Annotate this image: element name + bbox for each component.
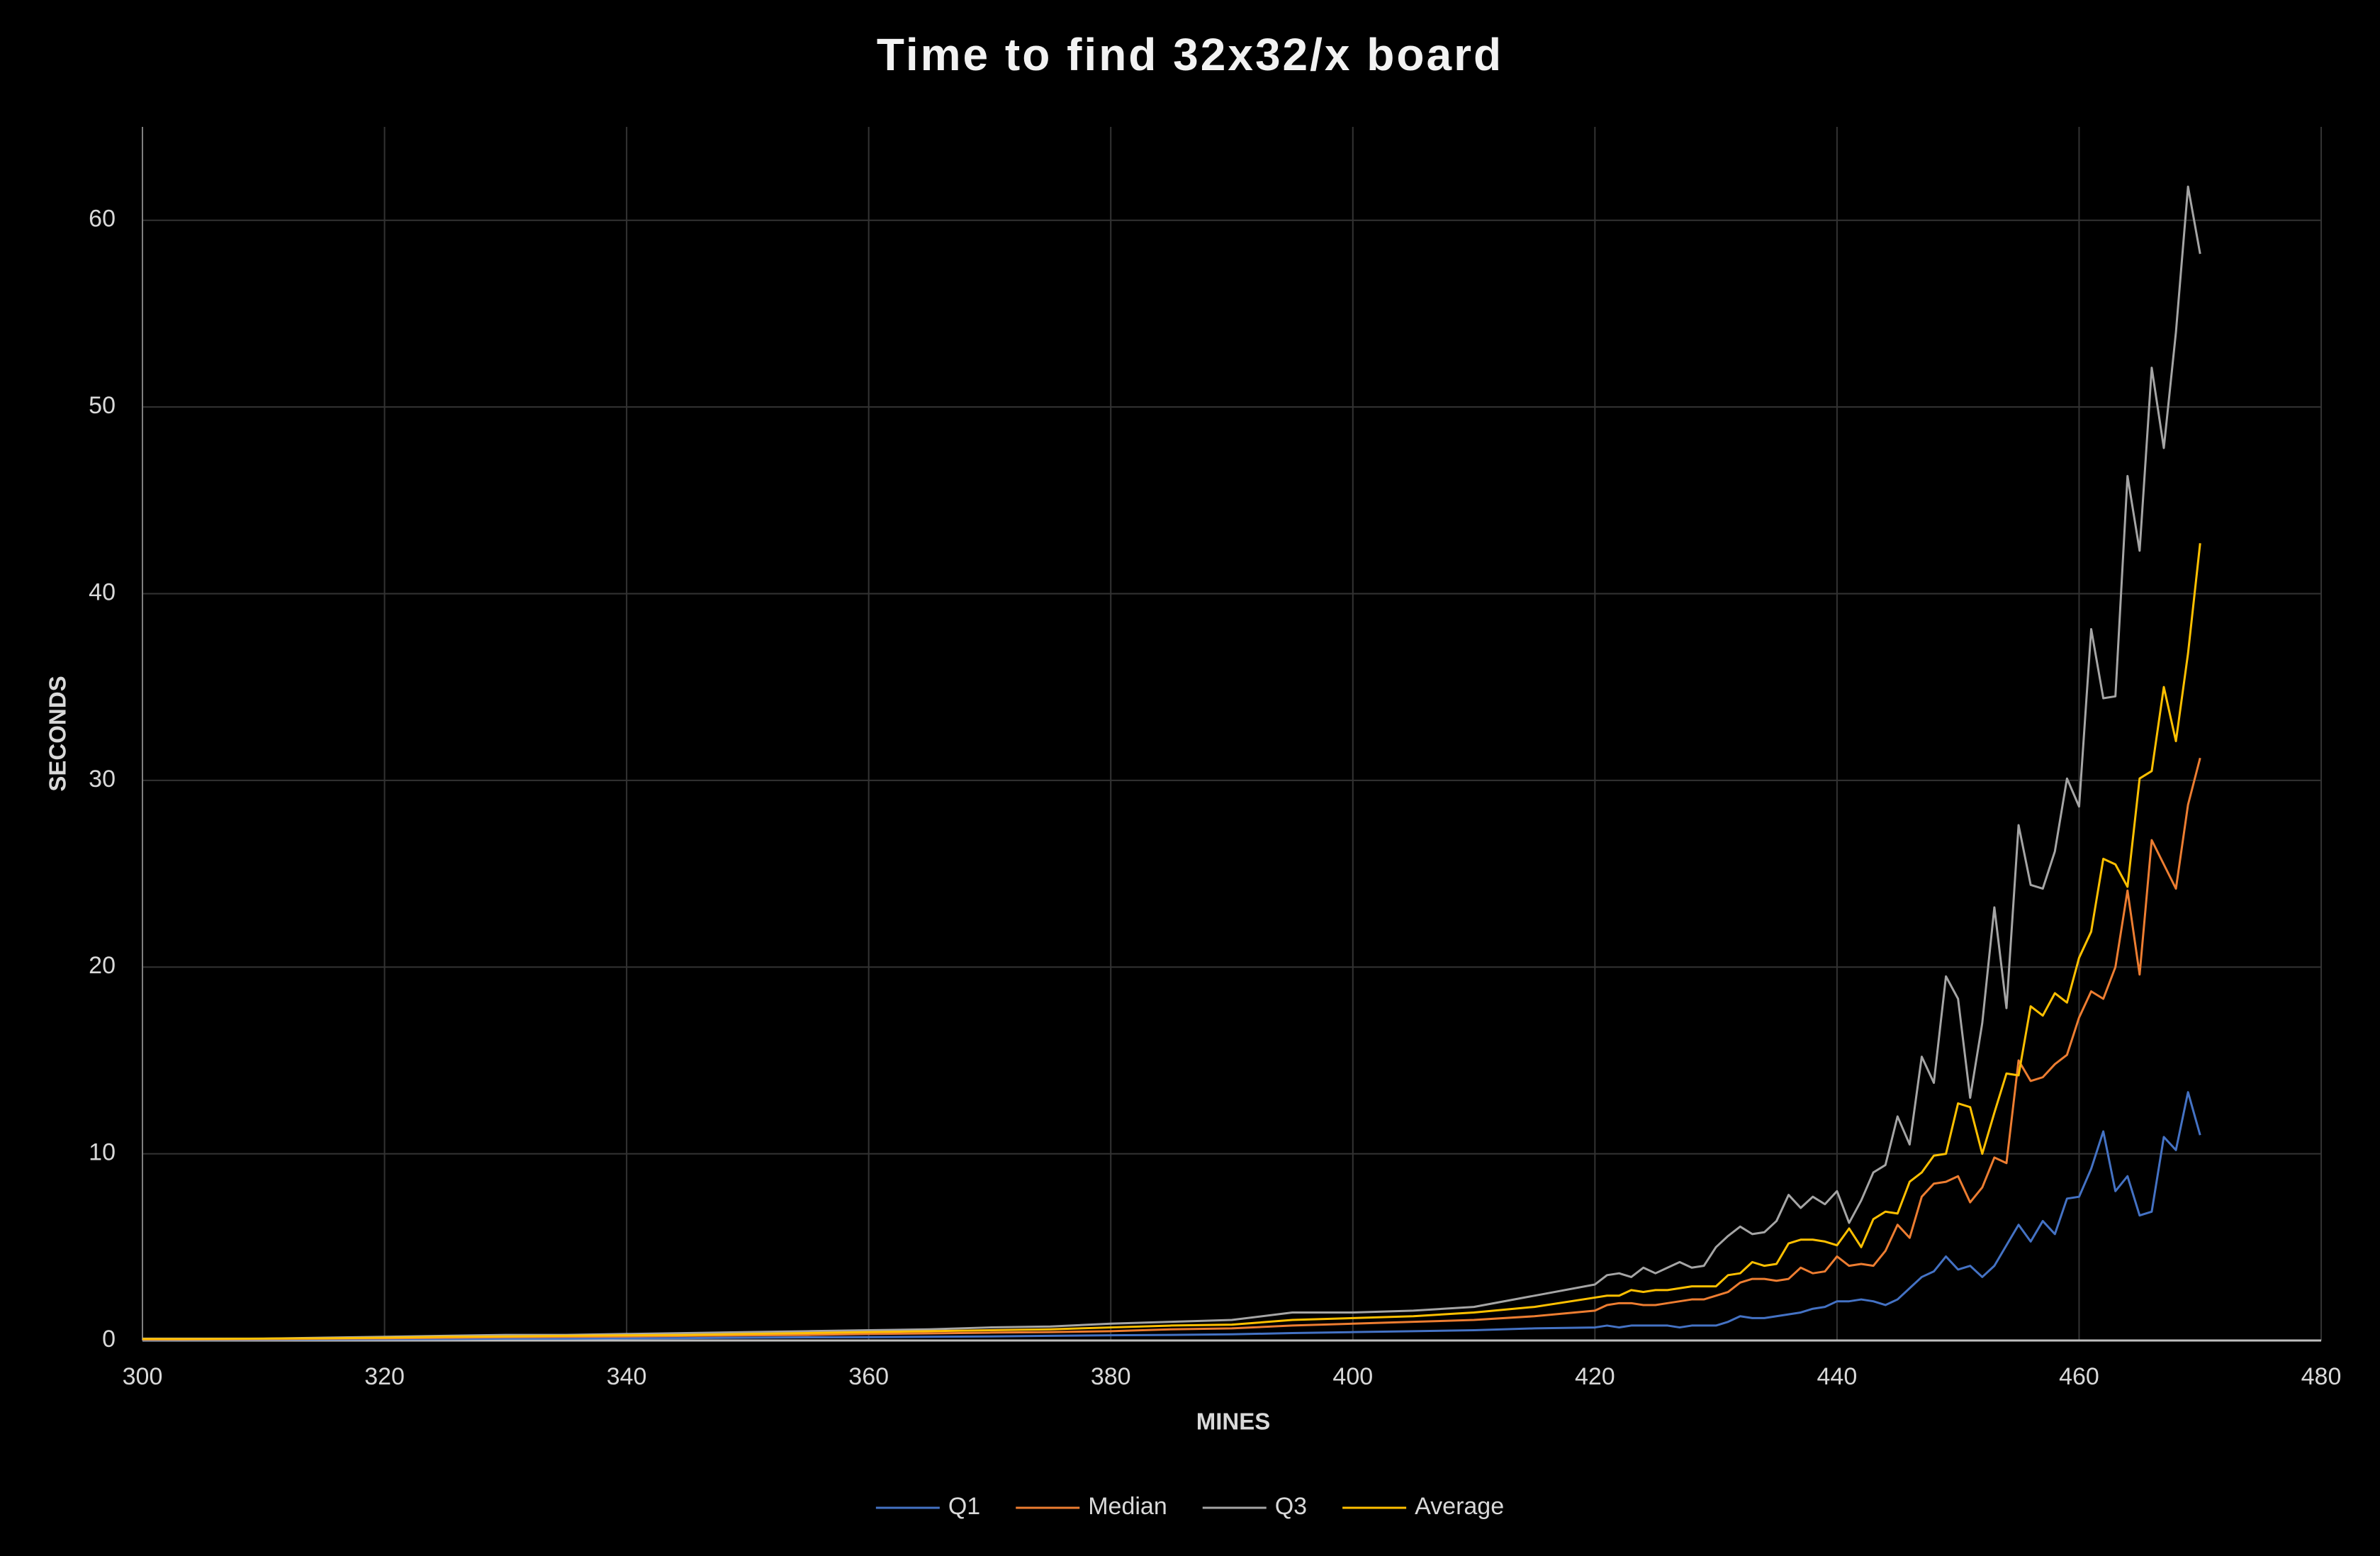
series-line [142, 543, 2201, 1340]
x-axis-title: MINES [1196, 1409, 1271, 1435]
x-tick-label: 380 [1091, 1363, 1131, 1390]
y-tick-label: 30 [89, 766, 116, 793]
x-tick-label: 340 [607, 1363, 647, 1390]
x-tick-label: 480 [2301, 1363, 2342, 1390]
y-tick-label: 10 [89, 1139, 116, 1166]
y-tick-label: 20 [89, 952, 116, 979]
x-tick-label: 300 [123, 1363, 163, 1390]
y-tick-label: 50 [89, 392, 116, 419]
x-tick-label: 360 [848, 1363, 889, 1390]
x-tick-label: 400 [1332, 1363, 1373, 1390]
legend-label: Median [1088, 1493, 1167, 1520]
chart-title: Time to find 32x32/x board [877, 29, 1503, 80]
y-tick-label: 40 [89, 578, 116, 605]
x-tick-label: 320 [364, 1363, 405, 1390]
x-tick-label: 440 [1817, 1363, 1858, 1390]
series-line [142, 1091, 2201, 1341]
series-line [142, 757, 2201, 1341]
x-tick-label: 420 [1575, 1363, 1615, 1390]
legend-label: Q1 [948, 1493, 980, 1520]
y-tick-label: 60 [89, 206, 116, 233]
legend-label: Average [1415, 1493, 1504, 1520]
y-tick-label: 0 [102, 1326, 116, 1353]
y-axis-title: SECONDS [45, 676, 71, 791]
legend-label: Q3 [1275, 1493, 1307, 1520]
x-tick-label: 460 [2059, 1363, 2099, 1390]
series-line [142, 185, 2201, 1340]
